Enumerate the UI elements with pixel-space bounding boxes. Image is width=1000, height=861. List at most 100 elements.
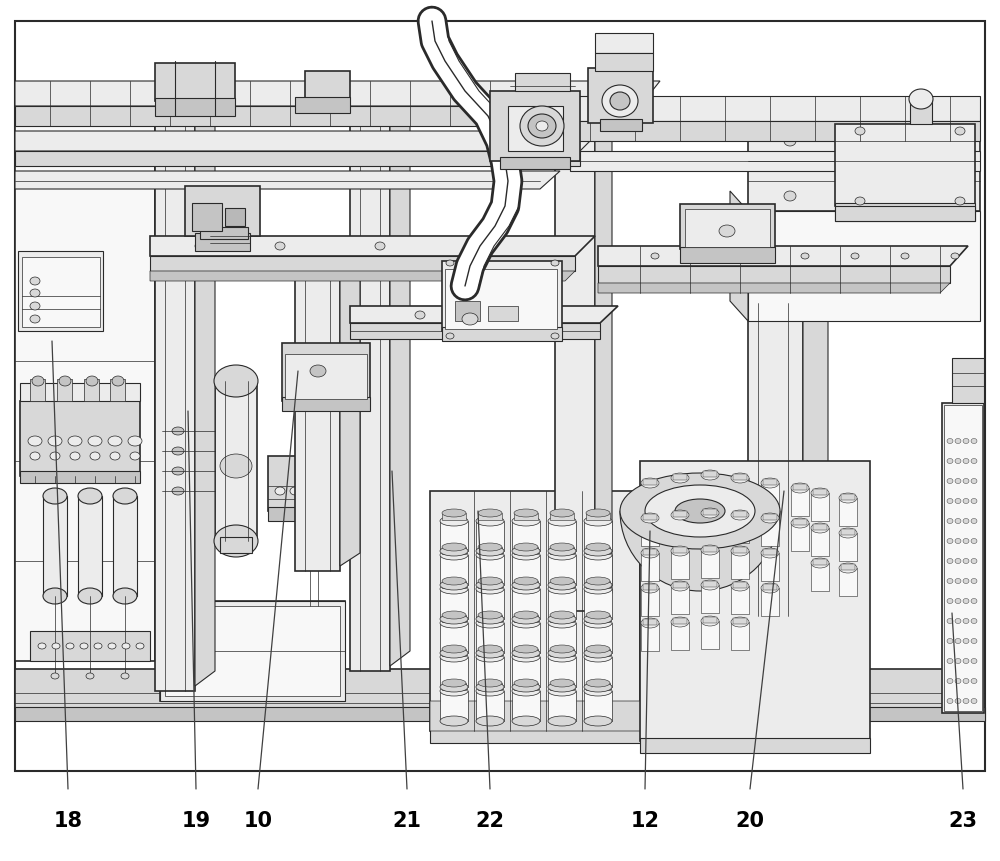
Ellipse shape <box>963 499 969 504</box>
Ellipse shape <box>701 616 719 626</box>
Bar <box>514 581 538 588</box>
Bar <box>442 649 466 656</box>
Text: 10: 10 <box>244 809 273 830</box>
Bar <box>442 262 562 331</box>
Bar <box>478 649 502 656</box>
Ellipse shape <box>947 559 953 564</box>
Bar <box>84 380 99 401</box>
Bar <box>701 585 719 613</box>
Ellipse shape <box>30 316 40 324</box>
Ellipse shape <box>955 598 961 604</box>
Ellipse shape <box>275 243 285 251</box>
Ellipse shape <box>641 513 659 523</box>
Ellipse shape <box>947 539 953 544</box>
Ellipse shape <box>963 639 969 644</box>
Bar <box>841 494 855 500</box>
Ellipse shape <box>548 547 576 556</box>
Ellipse shape <box>548 580 576 591</box>
Ellipse shape <box>971 459 977 464</box>
Ellipse shape <box>947 639 953 644</box>
Ellipse shape <box>811 488 829 499</box>
Bar <box>57 380 72 401</box>
Ellipse shape <box>38 643 46 649</box>
Ellipse shape <box>963 539 969 544</box>
Bar <box>548 522 576 551</box>
Bar <box>282 398 370 412</box>
Ellipse shape <box>586 543 610 551</box>
Bar <box>811 529 829 556</box>
Ellipse shape <box>442 611 466 619</box>
Ellipse shape <box>476 682 504 692</box>
Bar <box>586 513 610 520</box>
Bar <box>703 472 717 478</box>
Bar <box>703 510 717 516</box>
Ellipse shape <box>651 254 659 260</box>
Bar <box>584 522 612 551</box>
Bar <box>586 649 610 656</box>
Polygon shape <box>570 97 980 122</box>
Ellipse shape <box>476 517 504 526</box>
Bar <box>763 480 777 486</box>
Ellipse shape <box>290 487 300 495</box>
Ellipse shape <box>855 198 865 206</box>
Ellipse shape <box>512 653 540 662</box>
Ellipse shape <box>172 428 184 436</box>
Bar <box>442 548 466 554</box>
Ellipse shape <box>761 479 779 488</box>
Polygon shape <box>748 112 980 212</box>
Bar <box>595 54 653 72</box>
Bar <box>442 684 466 691</box>
Ellipse shape <box>586 611 610 619</box>
Polygon shape <box>730 192 748 322</box>
Ellipse shape <box>548 686 576 697</box>
Ellipse shape <box>440 682 468 692</box>
Bar <box>514 649 538 656</box>
Ellipse shape <box>28 437 42 447</box>
Ellipse shape <box>548 550 576 561</box>
Ellipse shape <box>68 437 82 447</box>
Ellipse shape <box>947 579 953 584</box>
Bar <box>701 550 719 579</box>
Ellipse shape <box>955 519 961 523</box>
Bar <box>162 417 214 511</box>
Polygon shape <box>598 247 968 267</box>
Ellipse shape <box>811 523 829 533</box>
Bar <box>282 344 370 401</box>
Ellipse shape <box>548 618 576 629</box>
Ellipse shape <box>731 547 749 556</box>
Text: 18: 18 <box>54 809 83 830</box>
Ellipse shape <box>971 519 977 523</box>
Bar <box>514 616 538 623</box>
Ellipse shape <box>671 581 689 592</box>
Bar <box>430 728 640 743</box>
Bar <box>839 499 857 526</box>
Ellipse shape <box>512 517 540 526</box>
Bar <box>15 707 985 722</box>
Ellipse shape <box>955 579 961 584</box>
Ellipse shape <box>971 678 977 684</box>
Bar <box>600 120 642 132</box>
Bar <box>515 74 570 92</box>
Ellipse shape <box>586 578 610 585</box>
Ellipse shape <box>476 547 504 556</box>
Ellipse shape <box>440 585 468 594</box>
Bar <box>703 617 717 623</box>
Bar <box>640 738 870 753</box>
Ellipse shape <box>801 254 809 260</box>
Bar <box>512 555 540 585</box>
Bar <box>584 691 612 722</box>
Ellipse shape <box>550 510 574 517</box>
Bar <box>478 616 502 623</box>
Text: 20: 20 <box>736 809 765 830</box>
Bar <box>476 657 504 687</box>
Ellipse shape <box>811 558 829 568</box>
Ellipse shape <box>476 648 504 659</box>
Ellipse shape <box>478 510 502 517</box>
Ellipse shape <box>440 517 468 526</box>
Ellipse shape <box>30 278 40 286</box>
Ellipse shape <box>476 585 504 594</box>
Bar <box>440 555 468 585</box>
Ellipse shape <box>641 548 659 558</box>
Bar <box>550 581 574 588</box>
Ellipse shape <box>514 543 538 551</box>
